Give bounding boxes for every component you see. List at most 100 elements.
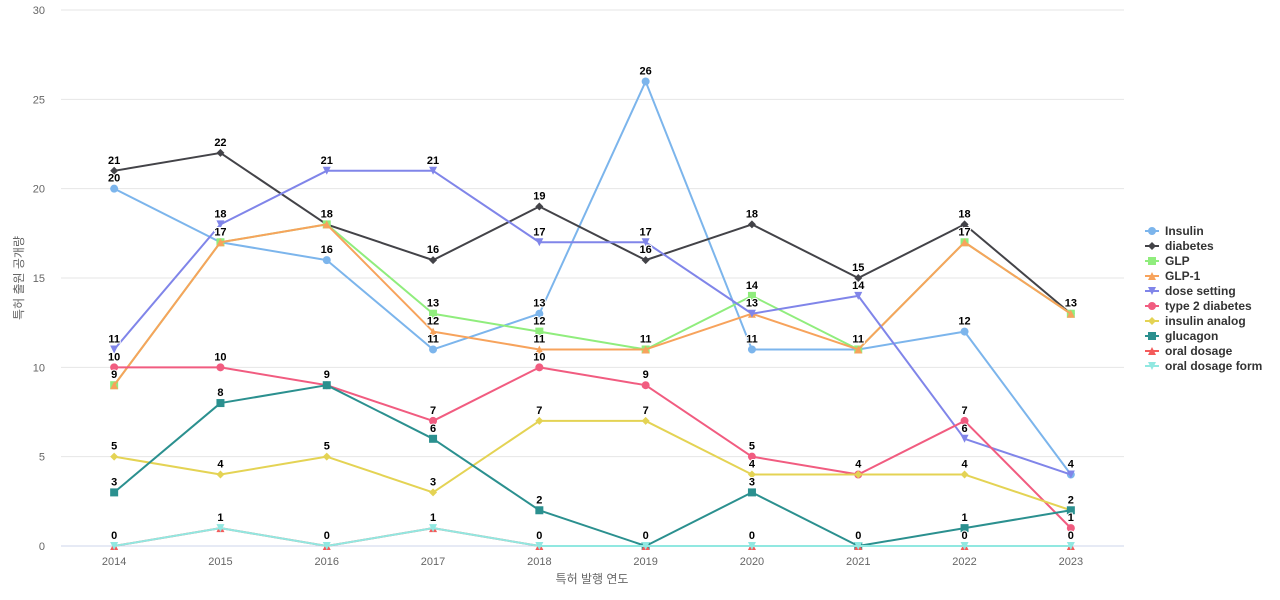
data-label: 9	[111, 369, 117, 381]
data-label: 5	[324, 441, 330, 453]
data-label: 10	[533, 351, 545, 363]
data-label: 12	[427, 316, 439, 328]
data-label: 16	[321, 244, 333, 256]
legend-label: oral dosage form	[1165, 359, 1262, 373]
legend-item[interactable]: insulin analog	[1145, 314, 1246, 328]
series-insulin-analog	[110, 416, 1075, 515]
y-axis-ticks: 0 5 10 15 20 25 30	[33, 5, 45, 553]
data-point	[110, 381, 119, 390]
data-label: 11	[852, 333, 864, 345]
data-label: 7	[643, 405, 649, 417]
data-label: 1	[430, 512, 436, 524]
x-tick-label: 2020	[740, 556, 764, 568]
data-point	[429, 434, 438, 443]
data-label: 0	[643, 530, 649, 542]
data-point	[535, 238, 544, 247]
data-label: 0	[855, 530, 861, 542]
data-label: 5	[749, 441, 755, 453]
data-point	[110, 345, 119, 354]
legend-marker	[1148, 257, 1156, 265]
series-line	[113, 80, 1072, 476]
data-label: 13	[1065, 298, 1077, 310]
data-point	[216, 220, 225, 229]
data-point	[216, 470, 225, 479]
legend-item[interactable]: GLP-1	[1145, 269, 1201, 283]
legend-item[interactable]: Insulin	[1145, 224, 1204, 238]
data-point	[960, 327, 969, 336]
data-label: 9	[111, 369, 117, 381]
legend-marker	[1148, 242, 1156, 250]
legend-item[interactable]: oral dosage	[1145, 344, 1233, 358]
data-label: 21	[108, 155, 120, 167]
data-label: 18	[321, 208, 333, 220]
data-label: 1	[961, 512, 967, 524]
legend-label: oral dosage	[1165, 344, 1233, 358]
data-label: 0	[643, 530, 649, 542]
data-label: 0	[961, 530, 967, 542]
series-line	[114, 366, 1072, 529]
legend-marker	[1148, 332, 1156, 340]
data-label: 18	[321, 208, 333, 220]
legend-item[interactable]: type 2 diabetes	[1145, 299, 1252, 313]
data-point	[854, 470, 863, 479]
legend-item[interactable]: dose setting	[1145, 284, 1236, 298]
legend-label: diabetes	[1165, 239, 1214, 253]
data-label: 12	[533, 316, 545, 328]
data-label: 0	[643, 530, 649, 542]
data-label: 10	[108, 351, 120, 363]
legend-marker	[1148, 347, 1156, 355]
data-label: 2	[1068, 494, 1074, 506]
data-point	[1066, 524, 1075, 533]
data-point	[854, 291, 863, 300]
data-label: 12	[958, 316, 970, 328]
data-point	[854, 274, 863, 282]
legend-marker	[1148, 317, 1156, 325]
legend-item[interactable]: diabetes	[1145, 239, 1214, 253]
data-point	[429, 488, 438, 497]
x-tick-label: 2019	[633, 556, 657, 568]
data-point	[641, 77, 650, 86]
data-point	[429, 524, 438, 533]
x-axis-title: 특허 발행 연도	[556, 571, 629, 586]
data-label: 4	[749, 459, 756, 471]
legend-item[interactable]: glucagon	[1145, 329, 1218, 343]
data-point	[322, 452, 331, 461]
data-label: 3	[111, 476, 117, 488]
legend-label: insulin analog	[1165, 314, 1246, 328]
data-point	[110, 488, 119, 497]
series-line	[113, 419, 1072, 512]
legend-item[interactable]: GLP	[1145, 254, 1190, 268]
data-label: 11	[108, 333, 120, 345]
data-point	[747, 309, 756, 318]
data-point	[960, 524, 969, 533]
data-label: 11	[746, 333, 758, 345]
data-point	[1066, 470, 1075, 479]
data-label: 19	[533, 191, 545, 203]
data-point	[322, 256, 331, 265]
grid-lines	[61, 9, 1124, 458]
data-label: 0	[1068, 530, 1074, 542]
series-glucagon	[110, 381, 1075, 550]
data-label: 13	[1065, 298, 1077, 310]
data-point	[429, 309, 438, 318]
data-label: 17	[214, 226, 226, 238]
data-point	[960, 542, 969, 550]
series-line	[113, 527, 1071, 547]
data-label: 20	[108, 173, 120, 185]
data-point	[641, 381, 650, 390]
data-label: 13	[427, 298, 439, 310]
data-point	[216, 238, 225, 247]
legend-marker	[1148, 287, 1156, 295]
data-label: 21	[321, 155, 333, 167]
data-point	[322, 220, 331, 229]
data-label: 15	[852, 262, 864, 274]
legend-item[interactable]: oral dosage form	[1145, 359, 1262, 373]
data-label: 0	[111, 530, 117, 542]
data-label: 0	[324, 530, 330, 542]
legend-marker	[1148, 272, 1156, 280]
data-label: 1	[1068, 512, 1074, 524]
data-label: 0	[536, 530, 542, 542]
data-label: 9	[643, 369, 649, 381]
legend-label: dose setting	[1165, 284, 1236, 298]
data-point	[641, 416, 650, 425]
